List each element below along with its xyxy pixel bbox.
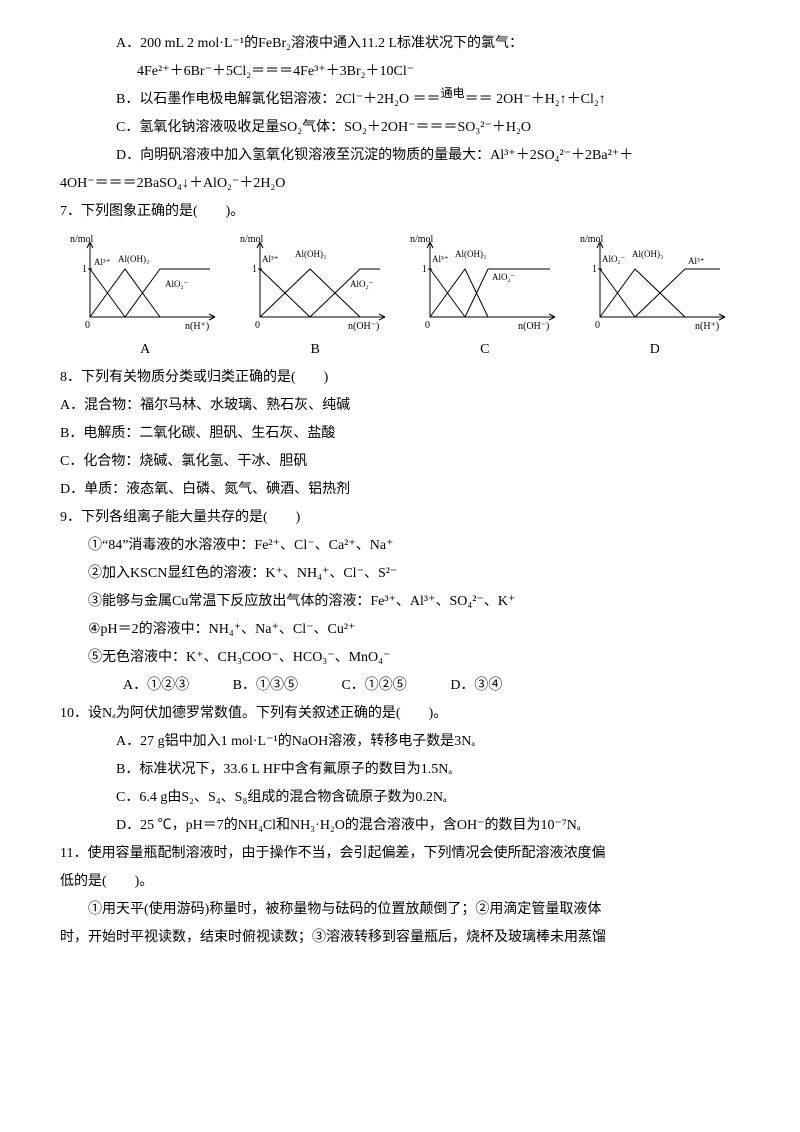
chart-b-svg: n/mol 1 Al³⁺ Al(OH)₃ AlO₂⁻ 0 n(OH⁻) — [240, 232, 390, 332]
q8-c: C．化合物：烧碱、氯化氢、干冰、胆矾 — [60, 448, 740, 476]
svg-text:Al³⁺: Al³⁺ — [262, 254, 279, 264]
svg-text:n(OH⁻): n(OH⁻) — [518, 321, 549, 332]
svg-text:n(OH⁻): n(OH⁻) — [348, 321, 379, 332]
svg-text:1: 1 — [82, 264, 87, 275]
q8-a: A．混合物：福尔马林、水玻璃、熟石灰、纯碱 — [60, 392, 740, 420]
q9-stem: 9．下列各组离子能大量共存的是( ) — [60, 504, 740, 532]
svg-text:Al(OH)₃: Al(OH)₃ — [455, 249, 486, 259]
svg-text:AlO₂⁻: AlO₂⁻ — [350, 279, 374, 289]
chart-c-svg: n/mol 1 Al³⁺ Al(OH)₃ AlO₂⁻ 0 n(OH⁻) — [410, 232, 560, 332]
svg-text:Al³⁺: Al³⁺ — [432, 254, 449, 264]
chart-d: n/mol 1 AlO₂⁻ Al(OH)₃ Al³⁺ 0 n(H⁺) — [580, 232, 730, 332]
opt-a-line2: 4Fe²⁺＋6Br⁻＋5Cl₂＝＝＝4Fe³⁺＋3Br₂＋10Cl⁻ — [60, 58, 740, 86]
q9-i3: ③能够与金属Cu常温下反应放出气体的溶液：Fe³⁺、Al³⁺、SO₄²⁻、K⁺ — [60, 588, 740, 616]
q7-charts: n/mol 1 Al³⁺ Al(OH)₃ AlO₂⁻ 0 n(H⁺) n/mol… — [60, 232, 740, 332]
q9-i1: ①“84”消毒液的水溶液中：Fe²⁺、Cl⁻、Ca²⁺、Na⁺ — [60, 532, 740, 560]
q7-stem: 7．下列图象正确的是( )。 — [60, 198, 740, 226]
q7-chart-labels: A B C D — [60, 336, 740, 364]
q10-b: B．标准状况下，33.6 L HF中含有氟原子的数目为1.5Nₐ — [60, 756, 740, 784]
q11-line1: ①用天平(使用游码)称量时，被称量物与砝码的位置放颠倒了；②用滴定管量取液体 — [60, 896, 740, 924]
q11-line2: 时，开始时平视读数，结束时俯视读数；③溶液转移到容量瓶后，烧杯及玻璃棒未用蒸馏 — [60, 924, 740, 952]
chart-a: n/mol 1 Al³⁺ Al(OH)₃ AlO₂⁻ 0 n(H⁺) — [70, 232, 220, 332]
q9-opts: A．①②③ B．①③⑤ C．①②⑤ D．③④ — [60, 672, 740, 700]
opt-d-line1: D．向明矾溶液中加入氢氧化钡溶液至沉淀的物质的量最大：Al³⁺＋2SO₄²⁻＋2… — [60, 142, 740, 170]
chart-c: n/mol 1 Al³⁺ Al(OH)₃ AlO₂⁻ 0 n(OH⁻) — [410, 232, 560, 332]
svg-text:0: 0 — [85, 320, 90, 331]
svg-text:1: 1 — [592, 264, 597, 275]
opt-b-post: 2OH⁻＋H₂↑＋Cl₂↑ — [493, 92, 606, 107]
label-d: D — [650, 336, 660, 364]
opt-a-line1: A．200 mL 2 mol·L⁻¹的FeBr₂溶液中通入11.2 L标准状况下… — [60, 30, 740, 58]
q10-c: C．6.4 g由S₂、S₄、S₈组成的混合物含硫原子数为0.2Nₐ — [60, 784, 740, 812]
chart-a-svg: n/mol 1 Al³⁺ Al(OH)₃ AlO₂⁻ 0 n(H⁺) — [70, 232, 220, 332]
q8-b: B．电解质：二氧化碳、胆矾、生石灰、盐酸 — [60, 420, 740, 448]
svg-text:n(H⁺): n(H⁺) — [695, 321, 719, 332]
q9-opt-a: A．①②③ — [123, 672, 189, 700]
svg-text:1: 1 — [422, 264, 427, 275]
q11-stem1: 11．使用容量瓶配制溶液时，由于操作不当，会引起偏差，下列情况会使所配溶液浓度偏 — [60, 840, 740, 868]
q10-stem: 10．设Nₐ为阿伏加德罗常数值。下列有关叙述正确的是( )。 — [60, 700, 740, 728]
svg-text:Al³⁺: Al³⁺ — [688, 256, 705, 266]
q9-opt-c: C．①②⑤ — [341, 672, 406, 700]
q9-opt-d: D．③④ — [450, 672, 502, 700]
q8-stem: 8．下列有关物质分类或归类正确的是( ) — [60, 364, 740, 392]
opt-d-line2: 4OH⁻＝＝＝2BaSO₄↓＋AlO₂⁻＋2H₂O — [60, 170, 740, 198]
q10-a: A．27 g铝中加入1 mol·L⁻¹的NaOH溶液，转移电子数是3Nₐ — [60, 728, 740, 756]
svg-text:Al³⁺: Al³⁺ — [94, 257, 111, 267]
q9-opt-b: B．①③⑤ — [233, 672, 298, 700]
opt-c: C．氢氧化钠溶液吸收足量SO₂气体：SO₂＋2OH⁻＝＝＝SO₃²⁻＋H₂O — [60, 114, 740, 142]
svg-text:n/mol: n/mol — [410, 234, 434, 245]
label-c: C — [480, 336, 489, 364]
q9-i2: ②加入KSCN显红色的溶液：K⁺、NH₄⁺、Cl⁻、S²⁻ — [60, 560, 740, 588]
opt-b: B．以石墨作电极电解氯化铝溶液：2Cl⁻＋2H₂O ＝＝通电＝＝ 2OH⁻＋H₂… — [60, 86, 740, 114]
chart-d-svg: n/mol 1 AlO₂⁻ Al(OH)₃ Al³⁺ 0 n(H⁺) — [580, 232, 730, 332]
svg-text:0: 0 — [595, 320, 600, 331]
svg-text:Al(OH)₃: Al(OH)₃ — [632, 249, 663, 259]
q11-stem2: 低的是( )。 — [60, 868, 740, 896]
q10-d: D．25 ℃，pH＝7的NH₄Cl和NH₃·H₂O的混合溶液中，含OH⁻的数目为… — [60, 812, 740, 840]
svg-text:n/mol: n/mol — [240, 234, 264, 245]
svg-text:0: 0 — [255, 320, 260, 331]
q8-d: D．单质：液态氧、白磷、氮气、碘酒、铝热剂 — [60, 476, 740, 504]
svg-text:1: 1 — [252, 264, 257, 275]
svg-text:Al(OH)₃: Al(OH)₃ — [295, 249, 326, 259]
svg-text:AlO₂⁻: AlO₂⁻ — [602, 254, 626, 264]
electrolysis-arrow: ＝＝通电＝＝ — [413, 92, 493, 107]
elec-label: 通电 — [441, 86, 465, 100]
label-a: A — [140, 336, 150, 364]
svg-text:n/mol: n/mol — [70, 234, 94, 245]
svg-text:n(H⁺): n(H⁺) — [185, 321, 209, 332]
svg-text:0: 0 — [425, 320, 430, 331]
chart-b: n/mol 1 Al³⁺ Al(OH)₃ AlO₂⁻ 0 n(OH⁻) — [240, 232, 390, 332]
label-b: B — [311, 336, 320, 364]
svg-text:Al(OH)₃: Al(OH)₃ — [118, 254, 149, 264]
opt-b-pre: B．以石墨作电极电解氯化铝溶液：2Cl⁻＋2H₂O — [116, 92, 413, 107]
q9-i4: ④pH＝2的溶液中：NH₄⁺、Na⁺、Cl⁻、Cu²⁺ — [60, 616, 740, 644]
svg-text:AlO₂⁻: AlO₂⁻ — [165, 279, 189, 289]
svg-text:n/mol: n/mol — [580, 234, 604, 245]
svg-text:AlO₂⁻: AlO₂⁻ — [492, 272, 516, 282]
q9-i5: ⑤无色溶液中：K⁺、CH₃COO⁻、HCO₃⁻、MnO₄⁻ — [60, 644, 740, 672]
